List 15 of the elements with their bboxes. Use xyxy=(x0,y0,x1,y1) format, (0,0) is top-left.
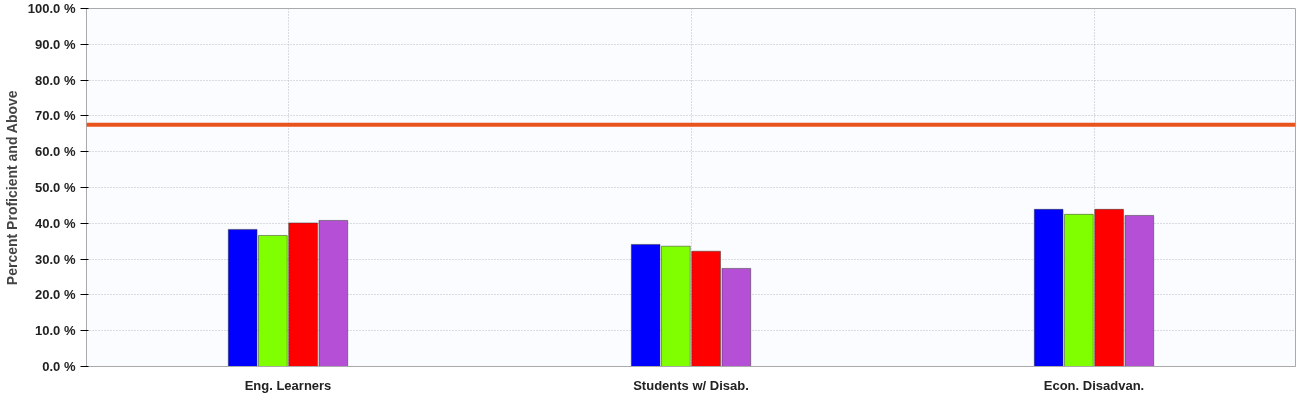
x-tick-label: Students w/ Disab. xyxy=(633,377,749,393)
y-axis-title: Percent Proficient and Above xyxy=(3,90,20,286)
x-tick-label: Econ. Disadvan. xyxy=(1043,377,1145,393)
y-tick-label: 50.0 % xyxy=(35,180,76,195)
x-tick-label: Eng. Learners xyxy=(244,377,332,393)
y-tick-label: 0.0 % xyxy=(42,359,76,374)
y-tick-label: 60.0 % xyxy=(35,144,76,160)
y-tick-label: 10.0 % xyxy=(35,323,76,339)
y-tick-label: 80.0 % xyxy=(35,72,76,88)
y-tick-label: 30.0 % xyxy=(35,251,76,267)
y-tick-label: 100.0 % xyxy=(27,1,76,16)
y-tick-label: 40.0 % xyxy=(35,215,76,231)
y-tick-label: 70.0 % xyxy=(35,108,76,124)
y-tick-label: 90.0 % xyxy=(35,36,76,52)
y-tick-label: 20.0 % xyxy=(35,287,76,303)
